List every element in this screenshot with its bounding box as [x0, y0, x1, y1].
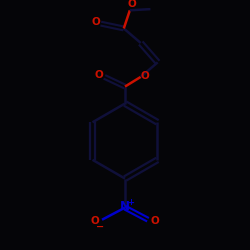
- Text: O: O: [91, 216, 100, 226]
- Text: −: −: [96, 222, 104, 232]
- Text: O: O: [95, 70, 104, 80]
- Text: O: O: [91, 17, 100, 27]
- Text: +: +: [128, 198, 134, 207]
- Text: N: N: [120, 200, 130, 213]
- Text: O: O: [128, 0, 137, 9]
- Text: O: O: [141, 71, 150, 81]
- Text: O: O: [150, 216, 159, 226]
